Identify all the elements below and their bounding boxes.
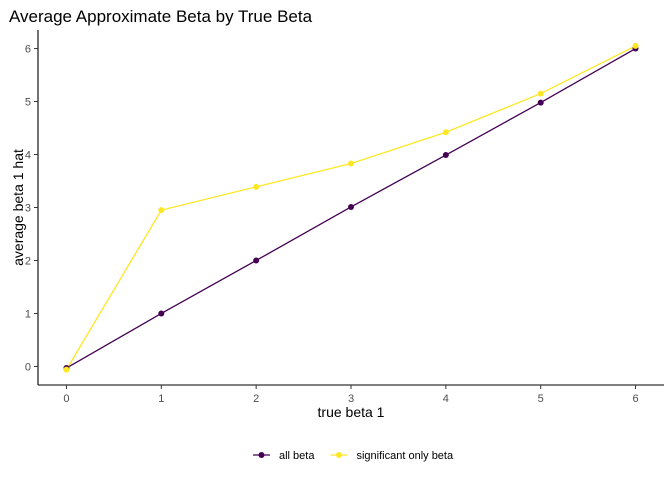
data-point-series-1	[253, 257, 260, 264]
x-tick-label: 3	[348, 393, 354, 405]
x-tick-label: 2	[253, 393, 259, 405]
legend-label: significant only beta	[356, 450, 453, 462]
legend: all beta significant only beta	[253, 450, 454, 462]
y-tick-label: 5	[25, 97, 31, 109]
y-tick-label: 4	[25, 150, 31, 162]
data-point-series-2	[63, 366, 70, 373]
y-tick-label: 0	[25, 361, 31, 373]
x-tick-label: 4	[443, 393, 449, 405]
series-points	[63, 42, 639, 373]
data-point-series-1	[537, 99, 544, 106]
data-point-series-2	[253, 183, 260, 190]
y-tick-label: 1	[25, 308, 31, 320]
data-point-series-1	[348, 203, 354, 210]
legend-item: all beta	[253, 450, 315, 462]
data-point-series-1	[158, 310, 165, 317]
x-tick-label: 6	[632, 393, 638, 405]
y-axis-ticks: 0 1 2 3 4 5 6	[25, 44, 38, 373]
data-point-series-2	[348, 160, 354, 167]
plot-area: 0 1 2 3 4 5 6 0 1 2 3 4 5 6	[25, 30, 664, 405]
data-point-series-2	[537, 90, 544, 97]
data-point-series-2	[632, 42, 639, 49]
chart-title: Average Approximate Beta by True Beta	[9, 7, 313, 26]
data-point-series-1	[442, 152, 449, 159]
data-point-series-2	[442, 129, 449, 136]
series-layer	[63, 42, 639, 373]
x-tick-label: 0	[63, 393, 69, 405]
legend-item: significant only beta	[330, 450, 454, 462]
legend-label: all beta	[279, 450, 315, 462]
legend-key-point	[258, 452, 265, 458]
x-axis-ticks: 0 1 2 3 4 5 6	[63, 385, 639, 405]
y-axis-title: average beta 1 hat	[10, 149, 26, 266]
legend-key-point	[335, 452, 342, 458]
y-tick-label: 6	[25, 44, 31, 56]
y-tick-label: 2	[25, 255, 31, 267]
x-tick-label: 1	[158, 393, 164, 405]
x-axis-title: true beta 1	[318, 404, 385, 420]
y-tick-label: 3	[25, 203, 31, 215]
data-point-series-2	[158, 207, 165, 214]
x-tick-label: 5	[538, 393, 544, 405]
